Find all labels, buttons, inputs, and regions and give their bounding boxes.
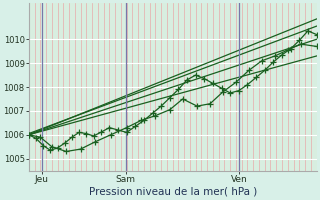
X-axis label: Pression niveau de la mer( hPa ): Pression niveau de la mer( hPa ) — [89, 187, 257, 197]
